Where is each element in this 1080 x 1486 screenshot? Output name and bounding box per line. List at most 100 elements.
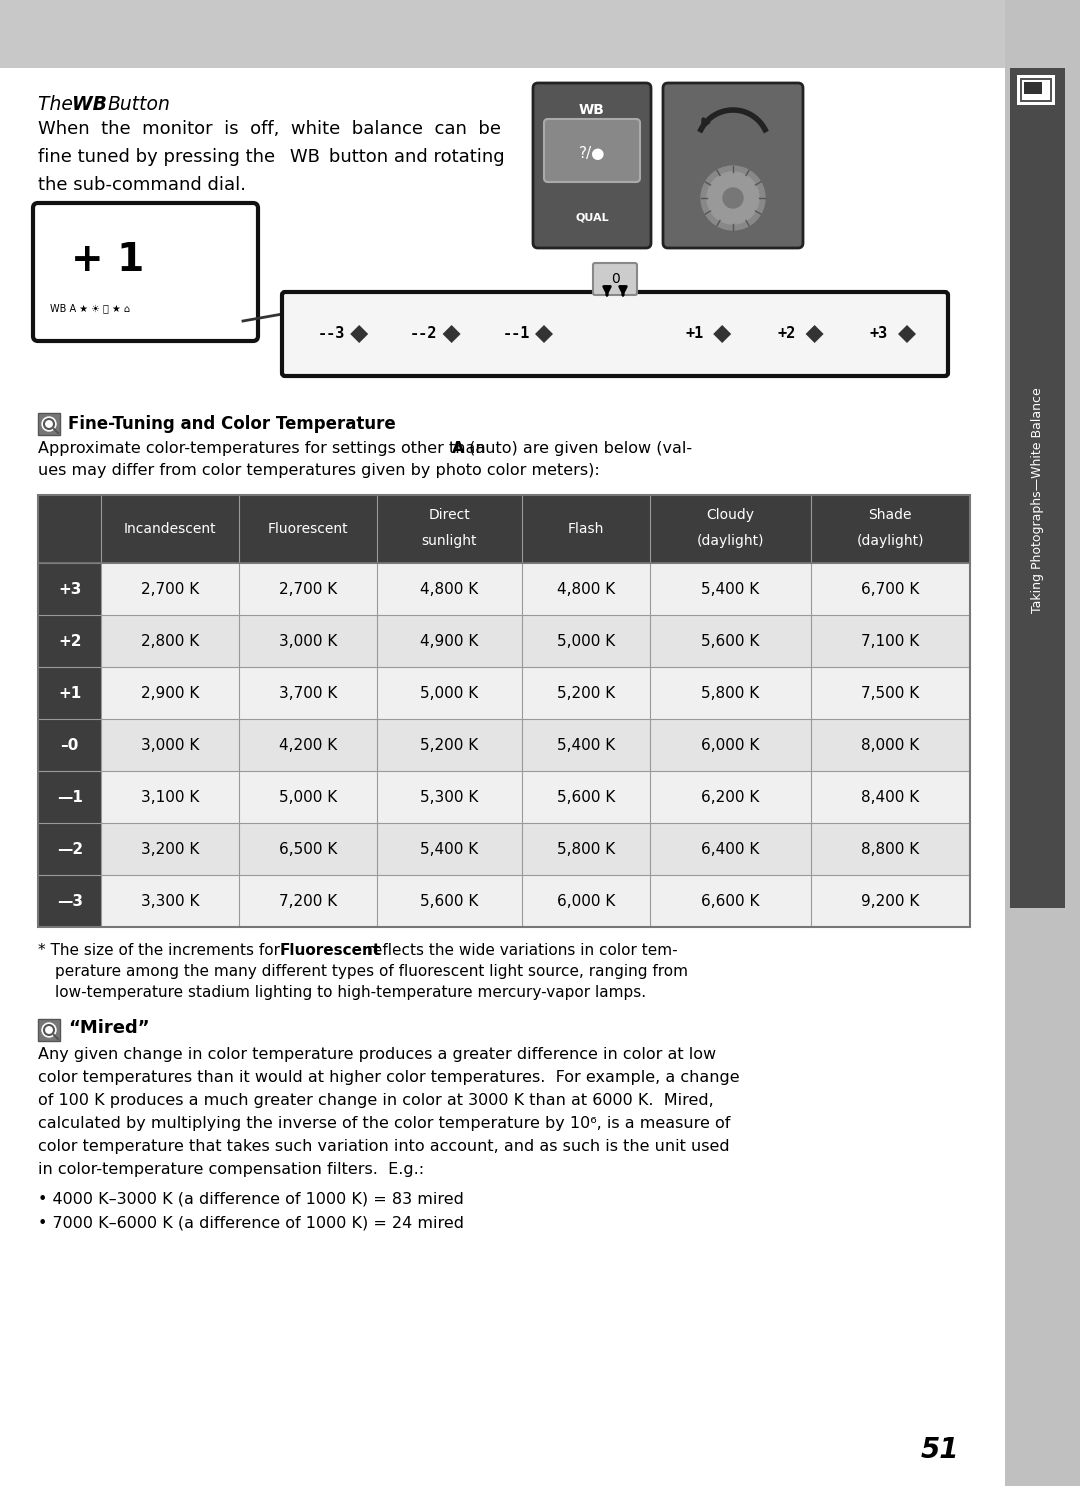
Text: 8,400 K: 8,400 K <box>861 789 919 804</box>
Text: fine tuned by pressing the  WB button and rotating: fine tuned by pressing the WB button and… <box>38 149 504 166</box>
Text: --3: --3 <box>318 327 345 342</box>
Bar <box>38 563 102 615</box>
FancyBboxPatch shape <box>663 83 804 248</box>
Bar <box>38 823 102 875</box>
Text: 5,600 K: 5,600 K <box>420 893 478 908</box>
Text: 5,000 K: 5,000 K <box>420 685 478 700</box>
Text: 5,200 K: 5,200 K <box>557 685 616 700</box>
Bar <box>38 875 970 927</box>
Text: reflects the wide variations in color tem-: reflects the wide variations in color te… <box>362 944 677 958</box>
Text: 5,400 K: 5,400 K <box>701 581 759 596</box>
Text: color temperature that takes such variation into account, and as such is the uni: color temperature that takes such variat… <box>38 1138 730 1155</box>
Text: 5,600 K: 5,600 K <box>701 633 759 648</box>
Bar <box>38 495 970 927</box>
Text: When  the  monitor  is  off,  white  balance  can  be: When the monitor is off, white balance c… <box>38 120 501 138</box>
Text: 6,000 K: 6,000 K <box>701 737 759 752</box>
Text: ?/●: ?/● <box>579 146 605 160</box>
Text: 5,400 K: 5,400 K <box>420 841 478 856</box>
Bar <box>1005 0 1080 1486</box>
Text: 7,100 K: 7,100 K <box>861 633 919 648</box>
Text: • 7000 K–6000 K (a difference of 1000 K) = 24 mired: • 7000 K–6000 K (a difference of 1000 K)… <box>38 1216 464 1230</box>
Text: A: A <box>453 441 464 456</box>
Text: --1: --1 <box>502 327 529 342</box>
Text: WB: WB <box>579 103 605 117</box>
Bar <box>38 771 102 823</box>
Text: Shade: Shade <box>868 508 913 522</box>
Text: —3: —3 <box>56 893 83 908</box>
Text: 5,800 K: 5,800 K <box>701 685 759 700</box>
Text: of 100 K produces a much greater change in color at 3000 K than at 6000 K.  Mire: of 100 K produces a much greater change … <box>38 1094 714 1109</box>
Bar <box>38 771 970 823</box>
Text: 3,200 K: 3,200 K <box>141 841 200 856</box>
Text: 5,400 K: 5,400 K <box>557 737 616 752</box>
Text: Approximate color-temperatures for settings other than: Approximate color-temperatures for setti… <box>38 441 490 456</box>
Text: Cloudy: Cloudy <box>706 508 755 522</box>
Text: Fine-Tuning and Color Temperature: Fine-Tuning and Color Temperature <box>68 415 395 432</box>
Text: Flash: Flash <box>568 522 604 536</box>
Text: 8,000 K: 8,000 K <box>861 737 919 752</box>
Text: 6,200 K: 6,200 K <box>701 789 759 804</box>
Text: calculated by multiplying the inverse of the color temperature by 10⁶, is a meas: calculated by multiplying the inverse of… <box>38 1116 730 1131</box>
Text: Taking Photographs—White Balance: Taking Photographs—White Balance <box>1030 388 1043 612</box>
Bar <box>38 719 102 771</box>
Text: sunlight: sunlight <box>421 533 477 548</box>
Text: QUAL: QUAL <box>576 212 609 223</box>
Polygon shape <box>897 325 916 343</box>
Polygon shape <box>350 325 368 343</box>
Text: 7,500 K: 7,500 K <box>861 685 919 700</box>
Text: 9,200 K: 9,200 K <box>861 893 919 908</box>
Text: +2: +2 <box>778 327 796 342</box>
Text: +2: +2 <box>58 633 81 648</box>
Polygon shape <box>443 325 460 343</box>
Text: 5,200 K: 5,200 K <box>420 737 478 752</box>
Text: 5,800 K: 5,800 K <box>557 841 616 856</box>
Text: in color-temperature compensation filters.  E.g.:: in color-temperature compensation filter… <box>38 1162 424 1177</box>
Bar <box>38 413 60 435</box>
Text: 7,200 K: 7,200 K <box>279 893 337 908</box>
FancyBboxPatch shape <box>544 119 640 181</box>
Text: Fluorescent: Fluorescent <box>268 522 349 536</box>
Text: 51: 51 <box>921 1435 959 1464</box>
Text: 3,700 K: 3,700 K <box>279 685 337 700</box>
Bar <box>1010 68 1065 908</box>
Bar <box>1024 82 1042 94</box>
Text: (auto) are given below (val-: (auto) are given below (val- <box>464 441 692 456</box>
Text: WB A ★ ☀ ⛆ ★ ⌂: WB A ★ ☀ ⛆ ★ ⌂ <box>50 303 130 314</box>
Text: 5,600 K: 5,600 K <box>557 789 616 804</box>
FancyBboxPatch shape <box>282 293 948 376</box>
Text: 2,700 K: 2,700 K <box>141 581 200 596</box>
Circle shape <box>42 1022 56 1037</box>
Text: 3,000 K: 3,000 K <box>141 737 200 752</box>
Text: The: The <box>38 95 79 114</box>
Polygon shape <box>713 325 731 343</box>
Text: “Mired”: “Mired” <box>68 1019 150 1037</box>
Text: 5,000 K: 5,000 K <box>279 789 337 804</box>
Bar <box>38 563 970 615</box>
Text: color temperatures than it would at higher color temperatures.  For example, a c: color temperatures than it would at high… <box>38 1070 740 1085</box>
Text: 8,800 K: 8,800 K <box>861 841 919 856</box>
Text: 0: 0 <box>610 272 619 285</box>
Bar <box>1020 77 1052 103</box>
Text: 5,000 K: 5,000 K <box>557 633 616 648</box>
Text: 6,400 K: 6,400 K <box>701 841 759 856</box>
Text: WB: WB <box>72 95 107 114</box>
Text: (daylight): (daylight) <box>697 533 765 548</box>
Bar <box>0 0 1080 68</box>
Text: 6,500 K: 6,500 K <box>279 841 337 856</box>
Text: perature among the many different types of fluorescent light source, ranging fro: perature among the many different types … <box>55 964 688 979</box>
Text: 5,300 K: 5,300 K <box>420 789 478 804</box>
Bar <box>38 615 970 667</box>
FancyBboxPatch shape <box>593 263 637 296</box>
Bar <box>38 719 970 771</box>
Text: the sub-command dial.: the sub-command dial. <box>38 175 246 195</box>
Text: * The size of the increments for: * The size of the increments for <box>38 944 285 958</box>
Text: Direct: Direct <box>429 508 471 522</box>
Circle shape <box>42 418 56 431</box>
Text: 4,800 K: 4,800 K <box>557 581 616 596</box>
Bar <box>38 823 970 875</box>
FancyBboxPatch shape <box>33 204 258 340</box>
Text: 4,800 K: 4,800 K <box>420 581 478 596</box>
Text: +3: +3 <box>869 327 888 342</box>
Circle shape <box>723 189 743 208</box>
Text: 6,600 K: 6,600 K <box>701 893 759 908</box>
